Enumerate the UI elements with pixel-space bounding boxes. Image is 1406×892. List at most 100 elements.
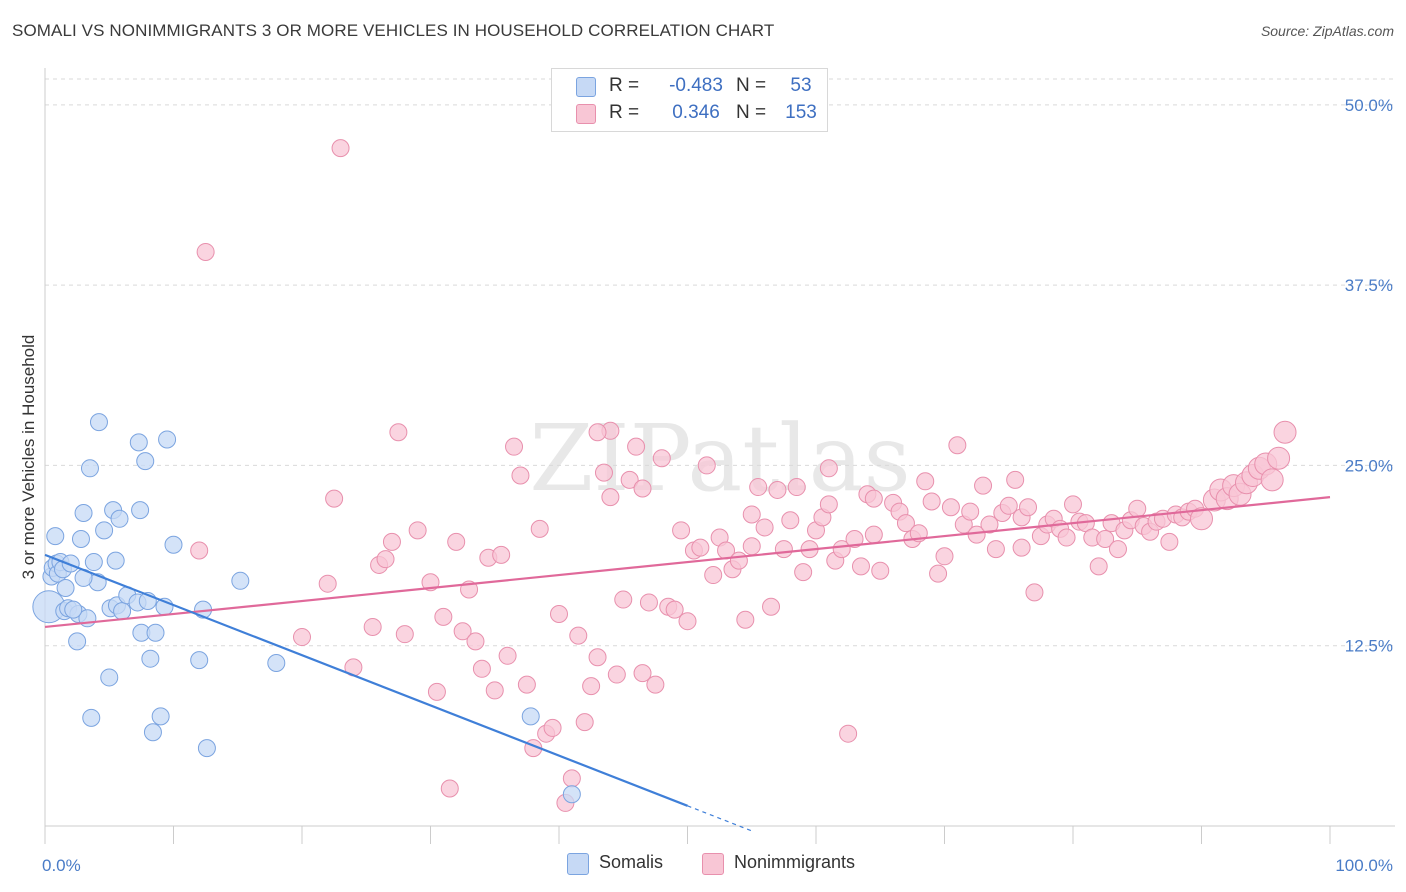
somalis-point: [106, 551, 125, 570]
nonimmigrants-point: [427, 682, 446, 701]
nonimmigrants-point: [646, 675, 665, 694]
somalis-point: [89, 413, 108, 432]
nonimmigrants-trend-line: [44, 496, 1331, 629]
nonimmigrants-point: [472, 659, 491, 678]
nonimmigrants-point: [729, 551, 748, 570]
somalis-point: [64, 600, 83, 619]
nonimmigrants-point: [505, 437, 524, 456]
somalis-point: [164, 535, 183, 554]
nonimmigrants-point: [819, 495, 838, 514]
somalis-point: [61, 554, 80, 573]
nonimmigrants-point: [935, 547, 954, 566]
nonimmigrants-point: [1128, 499, 1147, 518]
somalis-point: [56, 579, 75, 598]
legend-n-label: N =: [736, 75, 767, 96]
y-axis-label: 3 or more Vehicles in Household: [19, 335, 38, 580]
nonimmigrants-point: [845, 529, 864, 548]
nonimmigrants-point: [762, 597, 781, 616]
nonimmigrants-point: [916, 472, 935, 491]
somalis-point: [197, 739, 216, 758]
series-label-nonimmigrants: Nonimmigrants: [734, 852, 856, 872]
legend-r-label: R =: [609, 75, 640, 96]
nonimmigrants-point: [1025, 583, 1044, 602]
somalis-point: [231, 571, 250, 590]
somalis-point: [84, 553, 103, 572]
nonimmigrants-point: [1096, 529, 1115, 548]
nonimmigrants-point: [389, 423, 408, 442]
nonimmigrants-point: [196, 242, 215, 261]
somalis-trend-line: [44, 553, 688, 807]
nonimmigrants-point: [704, 566, 723, 585]
nonimmigrants-point: [517, 675, 536, 694]
legend-r-value: 0.346: [672, 102, 720, 123]
nonimmigrants-point: [941, 498, 960, 517]
x-tick-label: 100.0%: [1335, 856, 1393, 875]
nonimmigrants-point: [408, 521, 427, 540]
nonimmigrants-point: [1260, 468, 1284, 492]
nonimmigrants-point: [331, 139, 350, 158]
nonimmigrants-point: [588, 648, 607, 667]
somalis-point: [143, 723, 162, 742]
nonimmigrants-point: [627, 437, 646, 456]
correlation-legend: R = -0.483 N = 53 R = 0.346 N = 153: [551, 68, 828, 132]
nonimmigrants-point: [1108, 540, 1127, 559]
nonimmigrants-point: [672, 521, 691, 540]
watermark: ZIPatlas: [529, 405, 910, 512]
nonimmigrants-point: [864, 525, 883, 544]
series-label-somalis: Somalis: [599, 852, 664, 872]
legend-swatch-nonimmigrants: [576, 104, 596, 124]
nonimmigrants-point: [1160, 532, 1179, 551]
axes: [44, 68, 1395, 844]
y-tick-label: 12.5%: [1345, 637, 1393, 656]
nonimmigrants-point: [492, 545, 511, 564]
nonimmigrants-point: [665, 600, 684, 619]
x-tick-label: 0.0%: [42, 856, 81, 875]
nonimmigrants-point: [832, 540, 851, 559]
nonimmigrants-point: [466, 632, 485, 651]
gridlines: [45, 78, 1395, 647]
source-label: Source: ZipAtlas.com: [1260, 23, 1394, 39]
nonimmigrants-point: [498, 646, 517, 665]
nonimmigrants-point: [447, 532, 466, 551]
series-swatch-somalis: [567, 853, 589, 875]
nonimmigrants-point: [562, 769, 581, 788]
nonimmigrants-point: [819, 459, 838, 478]
nonimmigrants-point: [697, 456, 716, 475]
trend-lines: [44, 496, 1331, 832]
nonimmigrants-point: [453, 622, 472, 641]
somalis-point: [129, 433, 148, 452]
nonimmigrants-point: [633, 479, 652, 498]
nonimmigrants-point: [948, 436, 967, 455]
nonimmigrants-point: [440, 779, 459, 798]
somalis-point: [146, 623, 165, 642]
nonimmigrants-point: [639, 593, 658, 612]
nonimmigrants-point: [1012, 538, 1031, 557]
nonimmigrants-point: [530, 519, 549, 538]
nonimmigrants-point: [794, 563, 813, 582]
nonimmigrants-point: [896, 514, 915, 533]
nonimmigrants-point: [961, 502, 980, 521]
somalis-point: [74, 504, 93, 523]
nonimmigrants-point: [325, 489, 344, 508]
somalis-point: [190, 651, 209, 670]
nonimmigrants-point: [1273, 420, 1297, 444]
nonimmigrants-point: [999, 496, 1018, 515]
nonimmigrants-point: [980, 515, 999, 534]
nonimmigrants-point: [550, 604, 568, 623]
somalis-points: [32, 413, 581, 804]
legend-r-value: -0.483: [669, 75, 723, 96]
nonimmigrants-point: [582, 677, 601, 696]
legend-n-value: 53: [790, 75, 812, 96]
somalis-point: [136, 452, 155, 471]
legend-n-label: N =: [736, 102, 767, 123]
somalis-point: [562, 785, 581, 804]
nonimmigrants-point: [929, 564, 948, 583]
somalis-point: [110, 509, 129, 528]
somalis-point: [46, 527, 65, 546]
somalis-point: [80, 459, 99, 478]
series-swatch-nonimmigrants: [702, 853, 724, 875]
nonimmigrants-point: [1267, 446, 1291, 470]
y-tick-label: 37.5%: [1345, 276, 1393, 295]
somalis-trend-extension: [687, 805, 752, 832]
